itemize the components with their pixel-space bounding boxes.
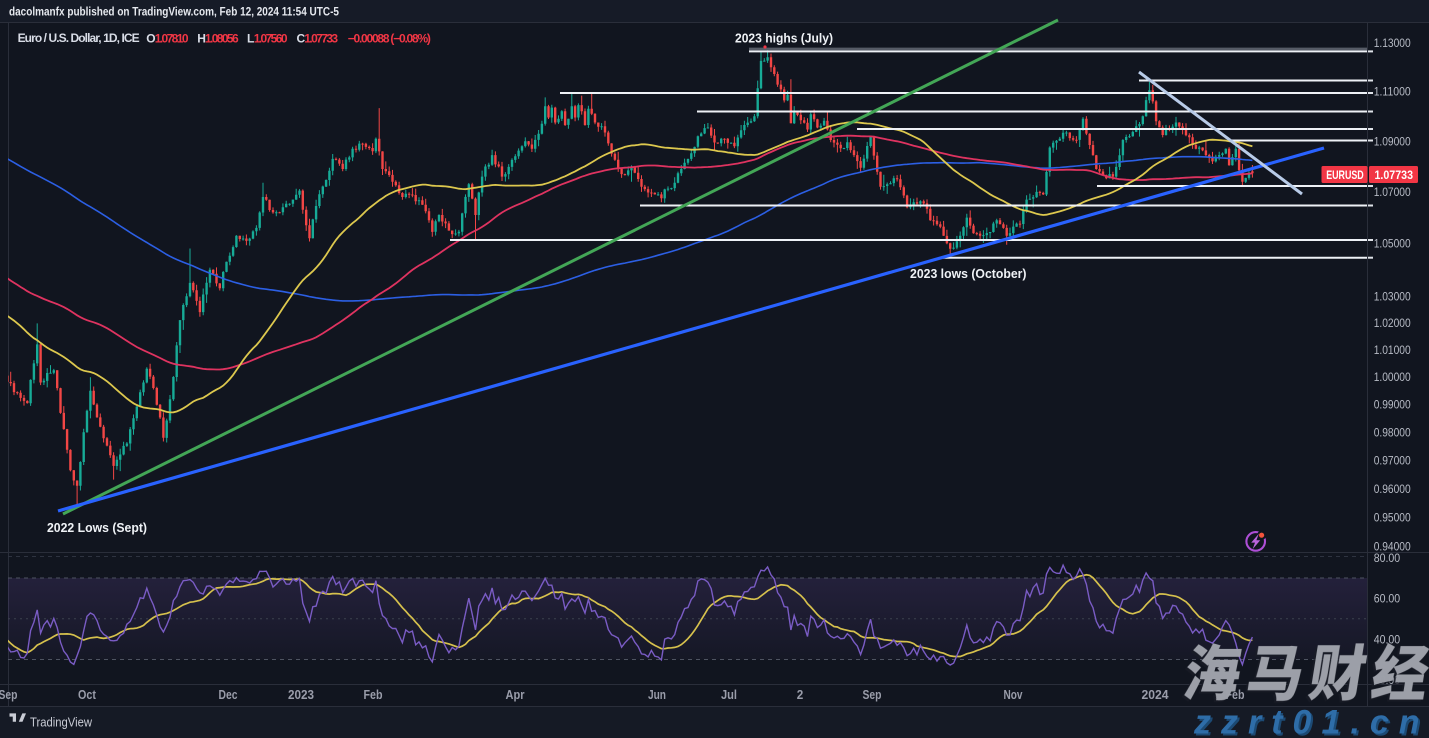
svg-text:Dec: Dec — [219, 688, 238, 702]
svg-text:H: H — [197, 32, 206, 46]
svg-text:1.09000: 1.09000 — [1374, 136, 1411, 148]
svg-text:−0.00088 (−0.08%): −0.00088 (−0.08%) — [348, 32, 431, 46]
svg-text:zzrt01.cn: zzrt01.cn — [1193, 704, 1429, 738]
svg-text:2023: 2023 — [288, 688, 314, 702]
svg-text:1.07000: 1.07000 — [1374, 187, 1411, 199]
svg-text:Sep: Sep — [863, 688, 882, 702]
svg-text:0.95000: 0.95000 — [1374, 513, 1411, 525]
svg-text:1.08056: 1.08056 — [205, 32, 239, 46]
svg-text:Oct: Oct — [78, 688, 97, 702]
svg-text:2024: 2024 — [1142, 688, 1169, 702]
svg-text:60.00: 60.00 — [1374, 594, 1401, 606]
svg-text:1.07733: 1.07733 — [1375, 170, 1414, 182]
svg-text:0.96000: 0.96000 — [1374, 484, 1411, 496]
svg-text:2023 lows (October): 2023 lows (October) — [910, 266, 1027, 281]
svg-text:Sep: Sep — [0, 688, 18, 702]
svg-text:L: L — [247, 32, 254, 46]
svg-text:Euro / U.S. Dollar, 1D, ICE: Euro / U.S. Dollar, 1D, ICE — [18, 31, 140, 45]
svg-text:Jul: Jul — [721, 688, 737, 702]
svg-text:Jun: Jun — [648, 688, 666, 702]
svg-text:2022 Lows (Sept): 2022 Lows (Sept) — [47, 520, 147, 535]
svg-text:1.13000: 1.13000 — [1374, 38, 1411, 50]
svg-text:1.07810: 1.07810 — [155, 32, 189, 46]
svg-text:dacolmanfx published on Tradin: dacolmanfx published on TradingView.com,… — [9, 4, 339, 18]
svg-text:Feb: Feb — [364, 688, 383, 702]
svg-text:zzrt01.cn: zzrt01.cn — [1195, 706, 1429, 738]
svg-text:2: 2 — [797, 688, 804, 702]
svg-text:0.94000: 0.94000 — [1374, 542, 1411, 554]
svg-text:0.98000: 0.98000 — [1374, 428, 1411, 440]
svg-text:1.07733: 1.07733 — [304, 32, 338, 46]
svg-text:1.03000: 1.03000 — [1374, 291, 1411, 303]
svg-text:1.00000: 1.00000 — [1374, 372, 1411, 384]
svg-text:C: C — [297, 32, 306, 46]
svg-text:1.02000: 1.02000 — [1374, 318, 1411, 330]
svg-text:1.05000: 1.05000 — [1374, 239, 1411, 251]
svg-text:Nov: Nov — [1004, 688, 1023, 702]
svg-text:O: O — [146, 32, 155, 46]
svg-text:0.97000: 0.97000 — [1374, 456, 1411, 468]
svg-text:Apr: Apr — [506, 688, 525, 702]
svg-text:0.99000: 0.99000 — [1374, 400, 1411, 412]
svg-text:40.00: 40.00 — [1374, 634, 1401, 646]
svg-text:2023 highs (July): 2023 highs (July) — [735, 31, 833, 46]
svg-text:TradingView: TradingView — [30, 716, 93, 730]
svg-text:1.11000: 1.11000 — [1374, 87, 1411, 99]
svg-text:1.07560: 1.07560 — [254, 32, 288, 46]
svg-text:EURUSD: EURUSD — [1326, 170, 1364, 182]
svg-text:80.00: 80.00 — [1374, 553, 1401, 565]
svg-text:1.01000: 1.01000 — [1374, 345, 1411, 357]
